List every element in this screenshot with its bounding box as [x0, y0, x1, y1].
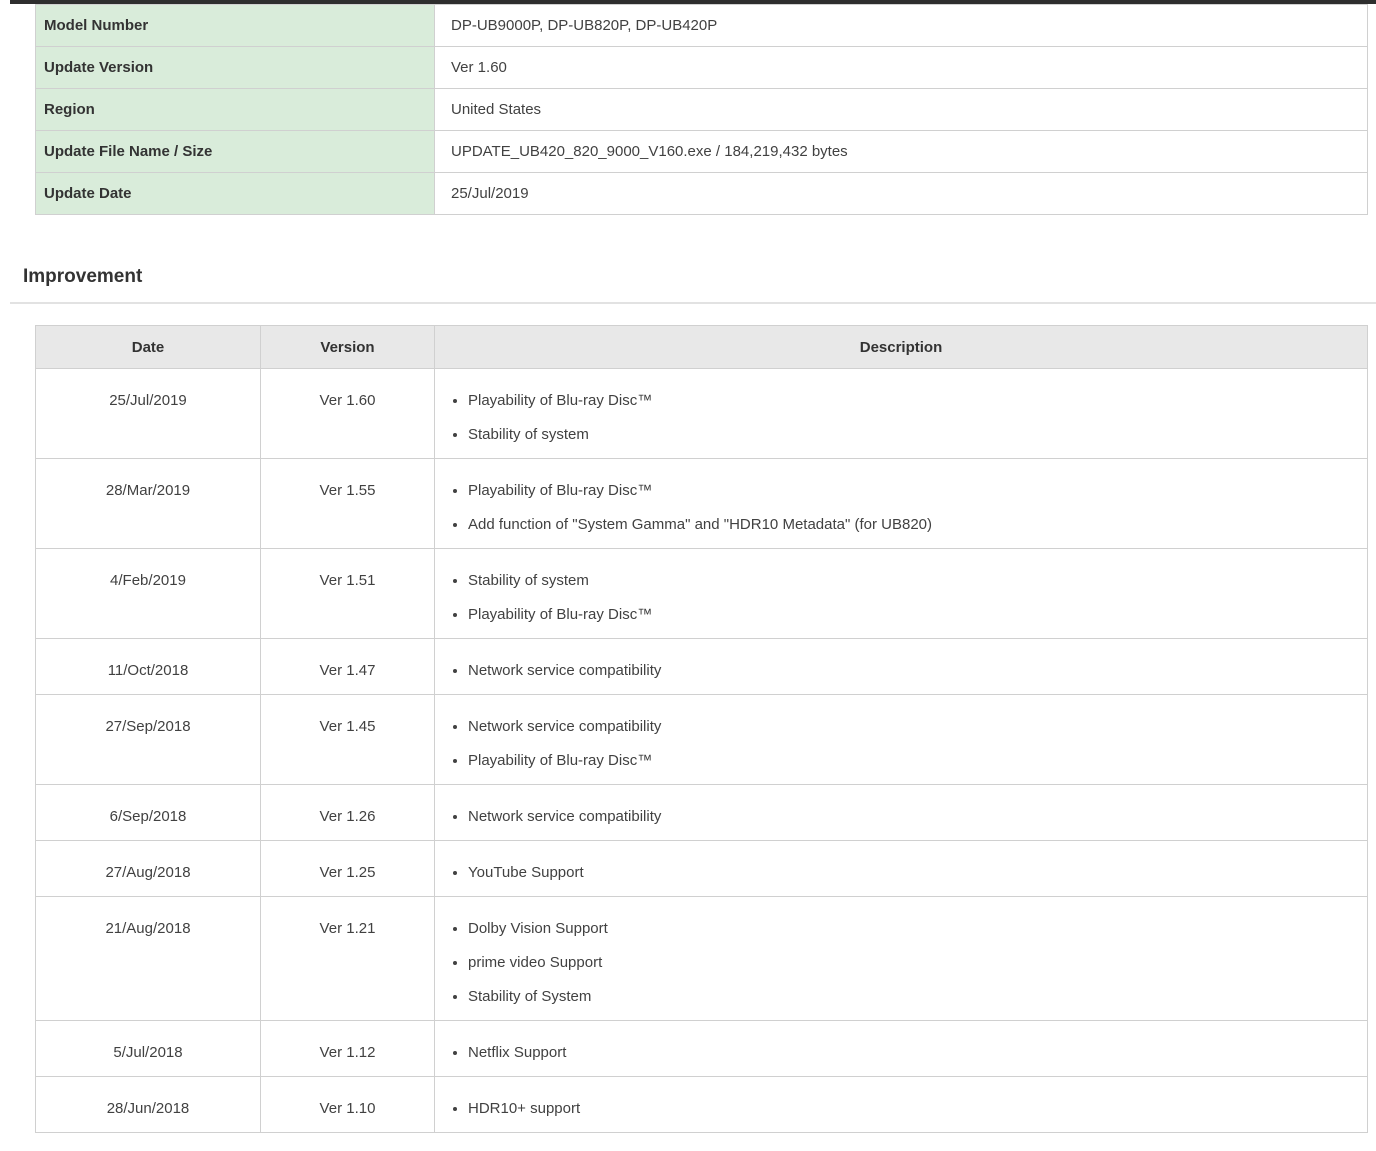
- description-item: Playability of Blu-ray Disc™: [468, 384, 1351, 418]
- description-column-header: Description: [434, 325, 1368, 369]
- version-cell: Ver 1.47: [260, 638, 435, 695]
- top-divider-bar: [10, 0, 1376, 4]
- improvement-heading: Improvement: [23, 266, 143, 287]
- description-item: Network service compatibility: [468, 800, 1351, 834]
- description-item: Dolby Vision Support: [468, 912, 1351, 946]
- description-cell: YouTube Support: [434, 840, 1368, 897]
- info-row: Update Date 25/Jul/2019: [35, 172, 1368, 215]
- info-label: Update File Name / Size: [35, 130, 435, 173]
- description-item: Stability of System: [468, 980, 1351, 1014]
- description-cell: Playability of Blu-ray Disc™Add function…: [434, 458, 1368, 549]
- description-cell: Network service compatibility: [434, 784, 1368, 841]
- description-list: Network service compatibility: [451, 800, 1351, 834]
- description-list: Netflix Support: [451, 1036, 1351, 1070]
- info-value: Ver 1.60: [434, 46, 1368, 89]
- info-value: 25/Jul/2019: [434, 172, 1368, 215]
- description-item: HDR10+ support: [468, 1092, 1351, 1126]
- description-cell: Stability of systemPlayability of Blu-ra…: [434, 548, 1368, 639]
- info-row: Update File Name / Size UPDATE_UB420_820_…: [35, 130, 1368, 173]
- date-cell: 27/Sep/2018: [35, 694, 261, 785]
- date-cell: 6/Sep/2018: [35, 784, 261, 841]
- info-label: Model Number: [35, 4, 435, 47]
- description-cell: HDR10+ support: [434, 1076, 1368, 1133]
- description-cell: Network service compatibility: [434, 638, 1368, 695]
- date-cell: 11/Oct/2018: [35, 638, 261, 695]
- info-label: Region: [35, 88, 435, 131]
- description-item: Network service compatibility: [468, 654, 1351, 688]
- description-item: Playability of Blu-ray Disc™: [468, 598, 1351, 632]
- version-cell: Ver 1.10: [260, 1076, 435, 1133]
- version-cell: Ver 1.21: [260, 896, 435, 1021]
- date-cell: 5/Jul/2018: [35, 1020, 261, 1077]
- version-cell: Ver 1.51: [260, 548, 435, 639]
- description-list: Playability of Blu-ray Disc™Stability of…: [451, 384, 1351, 452]
- improvement-table: Date Version Description 25/Jul/2019 Ver …: [35, 325, 1368, 1133]
- description-cell: Playability of Blu-ray Disc™Stability of…: [434, 368, 1368, 459]
- info-value: United States: [434, 88, 1368, 131]
- info-row: Update Version Ver 1.60: [35, 46, 1368, 89]
- description-cell: Dolby Vision Supportprime video SupportS…: [434, 896, 1368, 1021]
- description-list: YouTube Support: [451, 856, 1351, 890]
- info-label: Update Date: [35, 172, 435, 215]
- info-value: DP-UB9000P, DP-UB820P, DP-UB420P: [434, 4, 1368, 47]
- description-list: Dolby Vision Supportprime video SupportS…: [451, 912, 1351, 1014]
- info-value: UPDATE_UB420_820_9000_V160.exe / 184,219…: [434, 130, 1368, 173]
- description-item: Network service compatibility: [468, 710, 1351, 744]
- description-item: Playability of Blu-ray Disc™: [468, 474, 1351, 508]
- description-list: Playability of Blu-ray Disc™Add function…: [451, 474, 1351, 542]
- date-cell: 21/Aug/2018: [35, 896, 261, 1021]
- description-item: prime video Support: [468, 946, 1351, 980]
- date-cell: 27/Aug/2018: [35, 840, 261, 897]
- date-cell: 28/Jun/2018: [35, 1076, 261, 1133]
- version-cell: Ver 1.55: [260, 458, 435, 549]
- description-item: Netflix Support: [468, 1036, 1351, 1070]
- version-cell: Ver 1.60: [260, 368, 435, 459]
- version-cell: Ver 1.26: [260, 784, 435, 841]
- description-list: Network service compatibilityPlayability…: [451, 710, 1351, 778]
- update-info-table-body: Model Number DP-UB9000P, DP-UB820P, DP-UB…: [35, 4, 1368, 215]
- version-column-header: Version: [260, 325, 435, 369]
- update-info-table: Model Number DP-UB9000P, DP-UB820P, DP-UB…: [35, 4, 1368, 215]
- version-cell: Ver 1.45: [260, 694, 435, 785]
- date-cell: 25/Jul/2019: [35, 368, 261, 459]
- section-divider: [10, 302, 1376, 304]
- description-list: Stability of systemPlayability of Blu-ra…: [451, 564, 1351, 632]
- description-item: YouTube Support: [468, 856, 1351, 890]
- version-cell: Ver 1.25: [260, 840, 435, 897]
- date-cell: 28/Mar/2019: [35, 458, 261, 549]
- description-item: Stability of system: [468, 418, 1351, 452]
- info-row: Model Number DP-UB9000P, DP-UB820P, DP-UB…: [35, 4, 1368, 47]
- description-item: Stability of system: [468, 564, 1351, 598]
- improvement-header-row: Date Version Description: [35, 325, 1368, 369]
- description-list: HDR10+ support: [451, 1092, 1351, 1126]
- version-cell: Ver 1.12: [260, 1020, 435, 1077]
- description-item: Playability of Blu-ray Disc™: [468, 744, 1351, 778]
- info-row: Region United States: [35, 88, 1368, 131]
- description-cell: Netflix Support: [434, 1020, 1368, 1077]
- date-cell: 4/Feb/2019: [35, 548, 261, 639]
- description-list: Network service compatibility: [451, 654, 1351, 688]
- description-cell: Network service compatibilityPlayability…: [434, 694, 1368, 785]
- info-label: Update Version: [35, 46, 435, 89]
- date-column-header: Date: [35, 325, 261, 369]
- description-item: Add function of "System Gamma" and "HDR1…: [468, 508, 1351, 542]
